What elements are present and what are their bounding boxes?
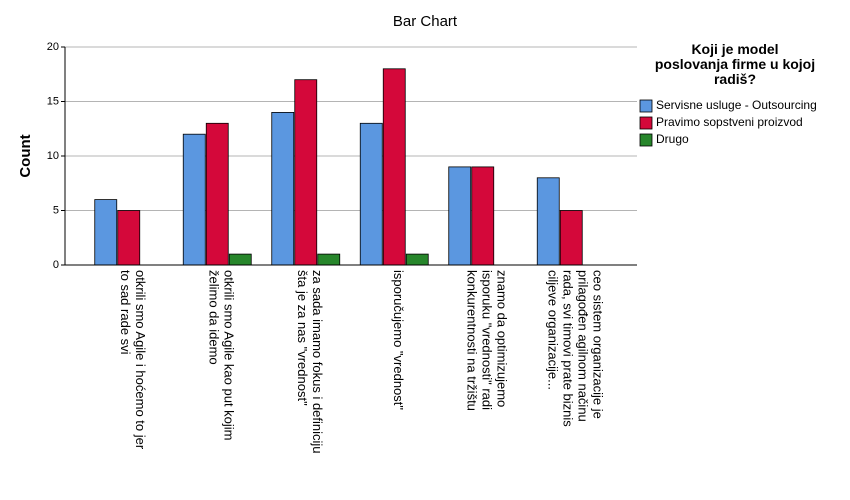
x-tick-label-line: šta je za nas "vrednost" [294,270,309,406]
bar [294,79,318,266]
x-tick-label-line: prilagođen agilnom načinu [575,270,590,422]
x-tick-label-line: za sada imamo fokus i definiciju [309,270,324,454]
x-tick-label: za sada imamo fokus i definicijušta je z… [294,270,324,454]
y-tick-label: 5 [53,204,59,216]
legend-swatch [639,133,653,147]
x-tick-label: otkrili smo Agile i hoćemo to jerto sad … [117,270,147,450]
x-tick-label-line: želimo da idemo [206,270,221,365]
legend-title-line: poslovanja firme u kojoj [655,56,815,72]
legend-label: Drugo [656,132,689,146]
y-tick-label: 20 [47,41,59,53]
legend-swatch [639,116,653,130]
bar [359,122,383,266]
y-axis-label: Count [17,134,34,177]
x-tick-label: znamo da optimizujemoisporuku "vrednosti… [464,270,509,411]
bar [271,112,295,266]
bar [94,199,118,266]
x-tick-label: isporučujemo "vrednost" [390,270,405,410]
y-tick-label: 10 [47,150,59,162]
bar [471,166,495,266]
x-tick-label-line: konkurentnosti na tržištu [464,270,479,411]
chart-title: Bar Chart [393,13,458,30]
x-tick-label-line: otkrili smo Agile i hoćemo to jer [132,270,147,450]
legend-title-line: radiš? [714,71,756,87]
bar [317,253,341,266]
legend-label: Pravimo sopstveni proizvod [656,115,803,129]
bar [182,133,206,266]
x-tick-label-line: ciljeve organizacije... [545,270,560,390]
y-tick-label: 15 [47,95,59,107]
bar [405,253,429,266]
x-tick-label: otkrili smo Agile kao put kojimželimo da… [206,270,236,441]
y-tick-label: 0 [53,259,59,271]
legend-swatch [639,99,653,113]
legend-title-line: Koji je model [691,41,778,57]
x-tick-label: ceo sistem organizacije jeprilagođen agi… [545,270,605,427]
bar [205,122,229,266]
x-tick-label-line: isporuku "vrednosti" radi [479,270,494,410]
bar [448,166,472,266]
x-tick-label-line: to sad rade svi [117,270,132,355]
bar [117,210,141,266]
x-tick-label-line: rada, svi timovi prate biznis [560,270,575,427]
x-tick-label-line: ceo sistem organizacije je [590,270,605,419]
legend-title: Koji je model poslovanja firme u kojoj rad… [655,41,815,87]
bar [382,68,406,266]
x-tick-label-line: znamo da optimizujemo [494,270,509,407]
x-tick-label-line: otkrili smo Agile kao put kojim [221,270,236,441]
x-tick-label-line: isporučujemo "vrednost" [390,270,405,410]
legend-label: Servisne usluge - Outsourcing [656,98,817,112]
bar [536,177,560,266]
bar [228,253,252,266]
bar [559,210,583,266]
